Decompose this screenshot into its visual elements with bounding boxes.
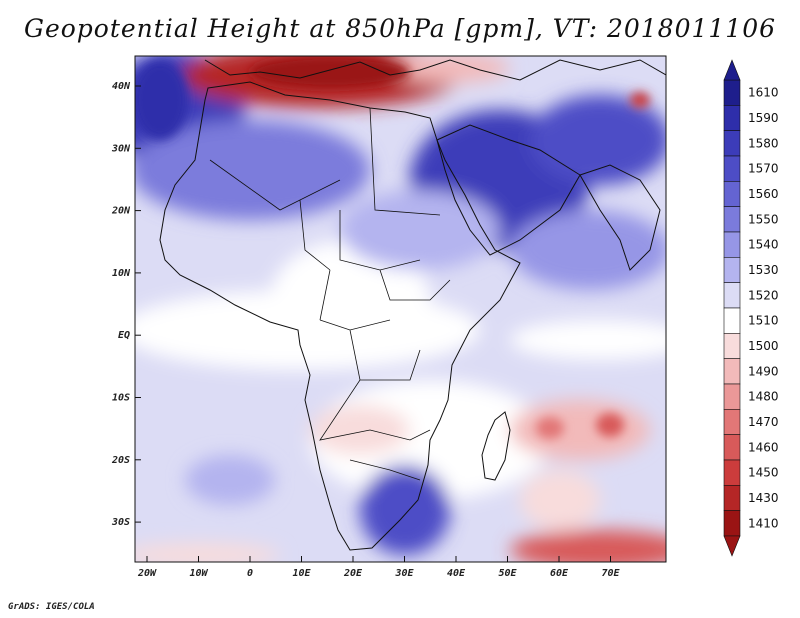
map-frame: [134, 55, 667, 563]
arabia-coastline: [436, 124, 581, 256]
madagascar-coastline: [481, 411, 511, 481]
colorbar-label: 1510: [748, 314, 779, 328]
colorbar-swatch: [723, 155, 741, 182]
field-red-southeast: [510, 530, 666, 562]
europe-coastline: [204, 59, 666, 81]
field-blue-southafrica: [360, 465, 450, 555]
colorbar-label: 1610: [748, 86, 779, 100]
lon-tick-label: 20E: [343, 568, 363, 579]
field-white-east: [510, 320, 666, 360]
colorbar-label: 1450: [748, 466, 779, 480]
field-blue-southatlantic: [185, 455, 275, 505]
colorbar-swatch: [723, 409, 741, 435]
latitude-axis: 40N 30N 20N 10N EQ 10S 20S 30S: [111, 81, 141, 528]
colorbar-label: 1410: [748, 516, 779, 530]
lon-tick-label: 10E: [292, 568, 311, 579]
colorbar: 1610 1590 1580 1570 1560 1550 1540 1530 1520 1510…: [723, 59, 779, 557]
field-blue-arabiansea: [510, 210, 666, 290]
colorbar-swatch: [723, 105, 741, 131]
lon-tick-label: 60E: [550, 568, 569, 579]
lon-tick-label: 30E: [394, 568, 414, 579]
colorbar-swatch: [723, 307, 741, 334]
colorbar-swatch: [723, 358, 741, 385]
colorbar-top-triangle: [723, 59, 741, 81]
colorbar-label: 1520: [748, 288, 779, 302]
height-field: [135, 56, 666, 562]
colorbar-swatch: [723, 130, 741, 157]
colorbar-label: 1430: [748, 491, 779, 505]
colorbar-bottom-triangle: [723, 535, 741, 557]
field-red-low-b: [536, 417, 564, 439]
map-title: Geopotential Height at 850hPa [gpm], VT:…: [23, 14, 777, 43]
lat-tick-label: 20S: [111, 455, 130, 466]
colorbar-swatch: [723, 206, 741, 233]
lon-tick-label: 40E: [447, 568, 466, 579]
colorbar-swatch: [723, 282, 741, 309]
colorbar-swatch: [723, 510, 741, 537]
colorbar-label: 1530: [748, 263, 779, 277]
lon-tick-label: 20W: [137, 568, 157, 579]
lon-tick-label: 50E: [498, 568, 517, 579]
lon-tick-label: 70E: [601, 568, 620, 579]
colorbar-label: 1480: [748, 390, 779, 404]
colorbar-label: 1460: [748, 440, 779, 454]
colorbar-label: 1470: [748, 415, 779, 429]
field-darkred-core: [250, 56, 410, 88]
colorbar-label: 1570: [748, 162, 779, 176]
colorbar-swatch: [723, 257, 741, 283]
colorbar-swatch: [723, 181, 741, 207]
india-coastline: [579, 164, 661, 271]
colorbar-label: 1560: [748, 187, 779, 201]
lat-tick-label: 30N: [111, 143, 131, 154]
lat-tick-label: EQ: [118, 330, 130, 341]
field-red-low-a: [596, 413, 624, 437]
colorbar-swatch: [723, 459, 741, 486]
colorbar-label: 1540: [748, 238, 779, 252]
field-red-himalaya: [630, 92, 650, 108]
lat-tick-label: 40N: [112, 81, 131, 92]
colorbar-label: 1580: [748, 136, 779, 150]
colorbar-label: 1500: [748, 339, 779, 353]
field-pink-indianocean: [510, 400, 650, 460]
coastlines: [159, 59, 666, 551]
colorbar-label: 1550: [748, 212, 779, 226]
field-pink-southwest: [135, 543, 280, 562]
lat-tick-label: 10N: [112, 268, 131, 279]
longitude-axis: 20W 10W 0 10E 20E 30E 40E 50E 60E 70E: [137, 556, 621, 579]
field-blue-sudan: [340, 190, 500, 270]
colorbar-swatch: [723, 79, 741, 106]
lon-tick-label: 10W: [189, 568, 208, 579]
field-pink-indianocean-south: [520, 470, 600, 530]
field-blue-iran: [530, 95, 666, 185]
colorbar-swatch: [723, 333, 741, 359]
colorbar-swatch: [723, 485, 741, 511]
field-darkblue-morocco: [135, 60, 188, 140]
field-white-central: [270, 240, 430, 360]
lon-tick-label: 0: [247, 568, 253, 579]
colorbar-swatch: [723, 434, 741, 461]
lat-tick-label: 10S: [112, 393, 130, 404]
colorbar-swatch: [723, 383, 741, 410]
grads-credit: GrADS: IGES/COLA: [8, 602, 95, 612]
field-pink-east-med: [390, 56, 510, 83]
field-blue-sahara: [135, 120, 370, 220]
colorbar-swatch: [723, 231, 741, 258]
lat-tick-label: 30S: [111, 517, 130, 528]
colorbar-label: 1590: [748, 111, 779, 125]
colorbar-label: 1490: [748, 364, 779, 378]
africa-borders: [209, 107, 451, 481]
lat-tick-label: 20N: [111, 206, 131, 217]
field-pink-angola: [310, 405, 410, 455]
